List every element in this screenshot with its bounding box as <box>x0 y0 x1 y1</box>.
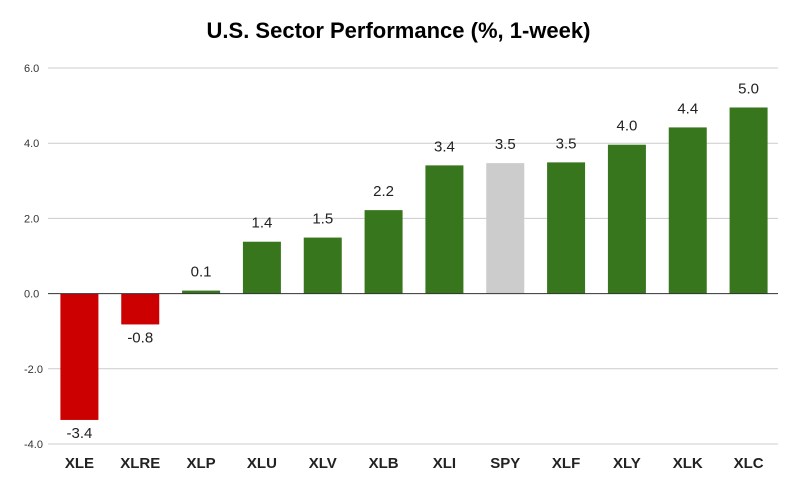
data-labels: -3.4 -0.8 0.1 1.4 1.5 2.2 3.4 3.5 3.5 4.0 4.4 5.0 <box>66 80 759 441</box>
category-label-xlp: XLP <box>186 455 215 472</box>
data-label-xlu: 1.4 <box>251 215 272 232</box>
data-label-xlre: -0.8 <box>127 329 153 346</box>
data-label-xlf: 3.5 <box>556 135 577 152</box>
data-label-xli: 3.4 <box>434 138 455 155</box>
bars <box>60 107 768 420</box>
data-label-xlk: 4.4 <box>677 100 698 117</box>
category-label-xly: XLY <box>613 455 641 472</box>
data-label-spy: 3.5 <box>495 136 516 153</box>
category-label-xlk: XLK <box>673 455 703 472</box>
category-label-xlv: XLV <box>309 455 337 472</box>
category-label-xlu: XLU <box>247 455 277 472</box>
bar-xli <box>425 165 464 294</box>
bar-xlre <box>121 293 160 325</box>
gridlines <box>48 67 778 445</box>
data-label-xle: -3.4 <box>66 425 92 442</box>
y-tick-label: -4.0 <box>24 439 43 451</box>
bar-xlu <box>242 241 281 294</box>
category-label-xli: XLI <box>433 455 456 472</box>
bar-xlv <box>303 237 342 294</box>
bar-xlp <box>182 290 221 294</box>
bar-xlc <box>729 107 768 294</box>
data-label-xlc: 5.0 <box>738 80 759 97</box>
y-tick-label: -2.0 <box>24 364 43 376</box>
category-label-xlf: XLF <box>552 455 580 472</box>
category-label-xlc: XLC <box>734 455 764 472</box>
bar-xlf <box>547 162 586 294</box>
category-label-spy: SPY <box>490 455 520 472</box>
y-tick-label: 0.0 <box>24 289 39 301</box>
bar-xly <box>607 144 646 294</box>
bar-xle <box>60 293 99 420</box>
bar-spy <box>486 163 525 294</box>
x-axis-category-labels: XLE XLRE XLP XLU XLV XLB XLI SPY XLF XLY XLK XLC <box>65 455 764 472</box>
category-label-xlre: XLRE <box>120 455 160 472</box>
y-tick-label: 2.0 <box>24 213 39 225</box>
bar-xlb <box>364 210 403 294</box>
y-axis-tick-labels: 6.0 4.0 2.0 0.0 -2.0 -4.0 <box>24 63 43 451</box>
bar-xlk <box>668 127 707 294</box>
data-label-xlb: 2.2 <box>373 183 394 200</box>
y-tick-label: 4.0 <box>24 138 39 150</box>
data-label-xly: 4.0 <box>616 118 637 135</box>
data-label-xlv: 1.5 <box>312 211 333 228</box>
chart-title: U.S. Sector Performance (%, 1-week) <box>206 18 591 43</box>
category-label-xle: XLE <box>65 455 94 472</box>
y-tick-label: 6.0 <box>24 63 39 75</box>
data-label-xlp: 0.1 <box>191 264 212 281</box>
category-label-xlb: XLB <box>369 455 399 472</box>
